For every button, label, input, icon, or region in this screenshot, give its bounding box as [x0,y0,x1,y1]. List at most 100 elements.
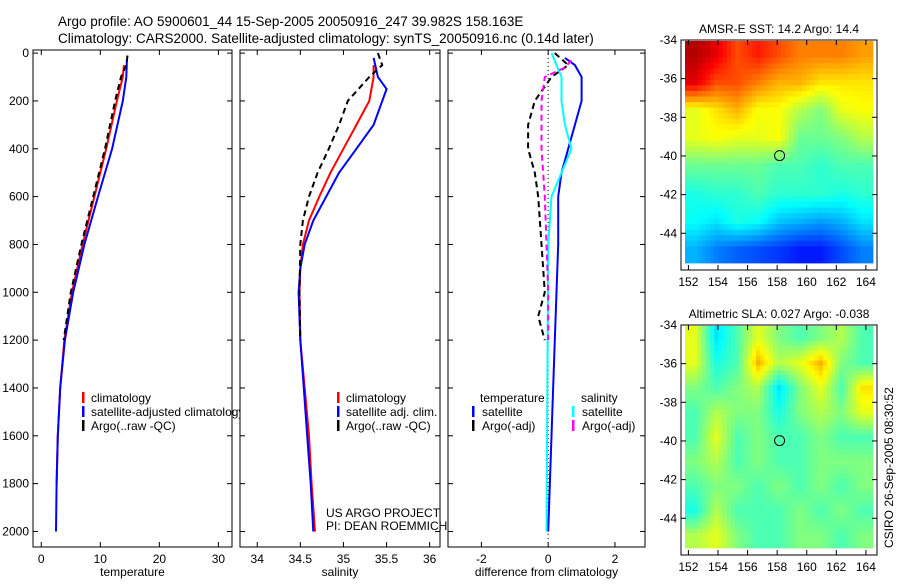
heatmap-cell [697,360,703,366]
heatmap-cell [756,523,761,529]
heatmap-cell [835,152,840,158]
heatmap-cell [697,513,703,519]
heatmap-cell [722,340,728,347]
heatmap-cell [864,459,870,465]
heatmap-cell [868,498,874,504]
heatmap-cell [839,63,845,70]
heatmap-cell [814,424,820,430]
heatmap-cell [756,207,761,214]
heatmap-cell [689,414,694,421]
heatmap-cell [760,385,765,391]
heatmap-cell [747,251,753,258]
heatmap-cell [801,385,807,391]
heatmap-cell [831,518,836,524]
heatmap-cell [860,538,866,544]
heatmap-cell [781,63,786,70]
heatmap-cell [768,335,774,342]
heatmap-cell [860,335,866,342]
heatmap-cell [831,409,836,416]
heatmap-cell [781,483,786,490]
heatmap-cell [822,201,828,208]
heatmap-cell [705,409,711,416]
heatmap-cell [710,63,715,70]
heatmap-cell [756,240,761,247]
heatmap-cell [697,240,703,247]
heatmap-cell [789,157,795,164]
heatmap-cell [814,146,820,153]
heatmap-cell [718,424,723,430]
heatmap-cell [852,174,857,181]
heatmap-cell [756,63,761,70]
heatmap-cell [781,113,786,120]
heatmap-cell [776,538,782,544]
heatmap-cell [764,179,769,186]
heatmap-cell [726,201,732,208]
heatmap-cell [852,251,857,258]
heatmap-cell [852,380,857,386]
heatmap-cell [822,113,828,120]
heatmap-cell [743,459,749,465]
heatmap-cell [864,345,870,352]
heatmap-cell [852,464,857,470]
heatmap-cell [760,365,765,371]
heatmap-cell [776,251,782,258]
heatmap-cell [860,469,866,475]
heatmap-cell [785,326,790,332]
heatmap-cell [806,434,811,440]
heatmap-cell [814,113,820,120]
heatmap-cell [764,57,769,64]
heatmap-cell [739,201,744,208]
heatmap-cell [697,235,703,242]
heatmap-cell [797,41,803,47]
heatmap-cell [689,41,694,47]
heatmap-cell [730,459,736,465]
heatmap-cell [710,157,715,164]
heatmap-cell [739,404,744,411]
heatmap-cell [781,439,786,445]
heatmap-cell [856,345,861,352]
heatmap-cell [714,474,719,480]
heatmap-cell [864,380,870,386]
heatmap-cell [743,360,749,366]
heatmap-cell [831,246,836,253]
heatmap-cell [756,498,761,504]
heatmap-cell [856,454,861,460]
heatmap-cell [764,68,769,75]
heatmap-cell [785,74,790,81]
heatmap-cell [751,434,757,440]
heatmap-cell [831,439,836,445]
heatmap-cell [810,380,815,386]
heatmap-cell [868,508,874,514]
heatmap-cell [776,229,782,236]
heatmap-cell [864,146,870,153]
heatmap-cell [710,335,715,342]
heatmap-cell [852,218,857,225]
heatmap-cell [864,41,870,47]
heatmap-cell [860,146,866,153]
heatmap-cell [710,503,715,509]
heatmap-cell [827,168,832,175]
heatmap-cell [689,113,694,120]
heatmap-cell [822,190,828,197]
heatmap-cell [810,85,815,92]
heatmap-cell [760,90,765,97]
heatmap-cell [847,326,853,332]
heatmap-cell [693,207,698,214]
heatmap-cell [781,135,786,142]
heatmap-cell [710,375,715,381]
heatmap-cell [764,146,769,153]
heatmap-cell [797,96,803,103]
heatmap-cell [760,523,765,529]
heatmap-cell [685,174,690,181]
heatmap-cell [856,434,861,440]
heatmap-cell [726,404,732,411]
heatmap-cell [864,488,870,495]
heatmap-cell [856,218,861,225]
heatmap-cell [781,207,786,214]
heatmap-cell [856,523,861,529]
heatmap-cell [852,538,857,544]
heatmap-cell [776,464,782,470]
heatmap-cell [701,196,707,203]
heatmap-cell [739,218,744,225]
heatmap-cell [756,102,761,108]
